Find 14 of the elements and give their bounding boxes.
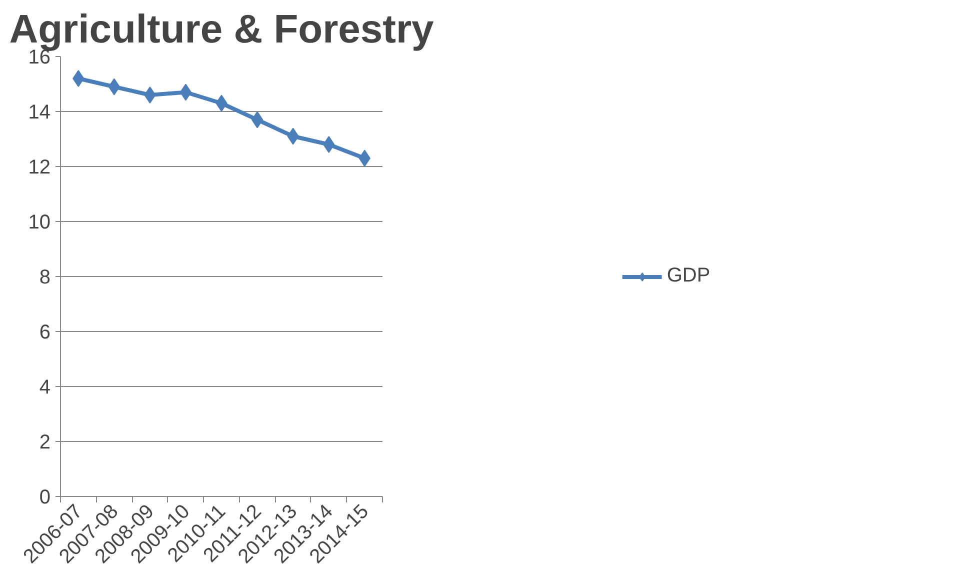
point: [323, 136, 335, 153]
y-tick-label: 10: [28, 212, 51, 234]
point: [144, 86, 156, 104]
legend-label: GDP: [666, 264, 710, 288]
point: [251, 111, 264, 128]
y-tick-label: 12: [28, 156, 51, 178]
point: [72, 70, 84, 87]
y-tick-label: 2: [39, 432, 50, 454]
y-tick-label: 8: [39, 266, 50, 288]
y-tick-label: 4: [39, 376, 50, 398]
y-tick-label: 0: [39, 486, 50, 508]
y-tick-label: 14: [28, 102, 51, 124]
point: [180, 84, 192, 101]
y-tick-label: 6: [39, 322, 50, 344]
